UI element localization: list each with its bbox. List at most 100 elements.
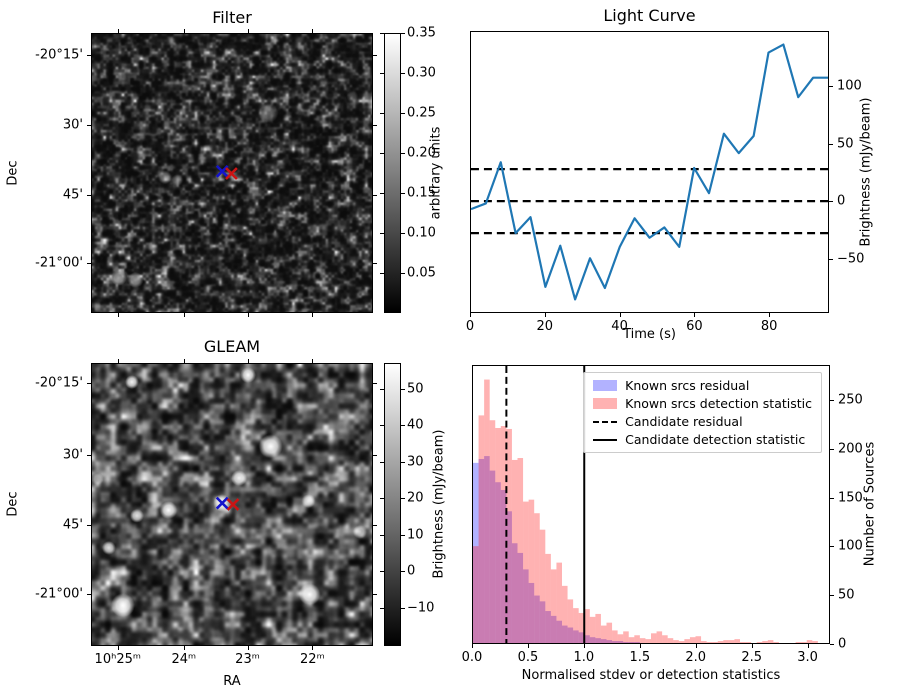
tick-mark bbox=[401, 388, 405, 390]
tick-label: 2.5 bbox=[741, 650, 763, 665]
filter-colorbar bbox=[384, 33, 401, 313]
legend-entry: Candidate residual bbox=[593, 414, 812, 429]
known-source-position-marker bbox=[225, 167, 238, 180]
legend-swatch-dashed bbox=[593, 420, 618, 423]
tick-mark bbox=[117, 313, 119, 317]
tick-label: 0 bbox=[837, 193, 846, 209]
tick-mark bbox=[619, 313, 621, 317]
gleam-axes bbox=[91, 363, 373, 646]
tick-mark bbox=[380, 498, 384, 500]
tick-mark bbox=[807, 644, 809, 648]
light-curve-ylabel: Brightness (mJy/beam) bbox=[858, 97, 874, 247]
tick-label: -20°15' bbox=[35, 47, 83, 63]
filter-colorbar-label: arbitrary units bbox=[428, 126, 444, 220]
tick-label: 30' bbox=[62, 117, 83, 133]
tick-mark bbox=[380, 33, 384, 34]
tick-mark bbox=[373, 262, 377, 264]
tick-label: 1.0 bbox=[573, 650, 595, 665]
candidate-position-marker bbox=[215, 164, 229, 178]
histogram-legend: Known srcs residual Known srcs detection … bbox=[583, 372, 822, 453]
tick-label: 80 bbox=[760, 319, 778, 334]
tick-label: 40 bbox=[611, 319, 628, 334]
tick-mark bbox=[830, 595, 834, 597]
tick-mark bbox=[583, 644, 585, 648]
tick-mark bbox=[639, 644, 641, 648]
tick-label: 20 bbox=[407, 490, 424, 506]
legend-label: Known srcs residual bbox=[625, 378, 750, 393]
tick-label: 100 bbox=[837, 78, 862, 94]
tick-mark bbox=[247, 359, 249, 363]
histogram-axes: Known srcs residual Known srcs detection … bbox=[472, 365, 830, 644]
histogram-xlabel: Normalised stdev or detection statistics bbox=[521, 668, 781, 683]
gleam-ylabel: Dec bbox=[5, 491, 21, 517]
tick-label: 0.15 bbox=[407, 185, 436, 201]
tick-label: -20°15' bbox=[35, 375, 83, 391]
tick-label: −10 bbox=[407, 600, 435, 616]
gleam-colorbar bbox=[384, 363, 401, 646]
tick-label: 40 bbox=[407, 417, 424, 433]
tick-mark bbox=[401, 425, 405, 427]
tick-label: 0.0 bbox=[461, 650, 483, 665]
tick-mark bbox=[829, 143, 833, 145]
gleam-colorbar-label: Brightness (mJy/beam) bbox=[431, 429, 447, 579]
tick-mark bbox=[830, 448, 834, 450]
tick-mark bbox=[380, 388, 384, 390]
tick-label: 50 bbox=[837, 136, 854, 152]
tick-mark bbox=[117, 29, 119, 33]
gleam-marker-layer bbox=[215, 496, 240, 511]
tick-mark bbox=[380, 571, 384, 573]
tick-mark bbox=[117, 646, 119, 650]
tick-mark bbox=[373, 55, 377, 57]
tick-mark bbox=[87, 55, 91, 57]
tick-mark bbox=[401, 153, 405, 154]
tick-mark bbox=[380, 113, 384, 114]
tick-mark bbox=[373, 383, 377, 385]
tick-label: 10 bbox=[407, 527, 424, 543]
light-curve-line bbox=[471, 43, 828, 301]
tick-mark bbox=[769, 313, 771, 317]
tick-mark bbox=[373, 125, 377, 127]
tick-mark bbox=[694, 313, 696, 317]
tick-label: 0.35 bbox=[407, 25, 436, 41]
tick-mark bbox=[527, 644, 529, 648]
tick-mark bbox=[373, 593, 377, 595]
legend-label: Known srcs detection statistic bbox=[625, 396, 812, 411]
tick-label: 0.20 bbox=[407, 145, 436, 161]
tick-mark bbox=[695, 644, 697, 648]
tick-mark bbox=[380, 273, 384, 274]
tick-label: 0 bbox=[838, 636, 847, 652]
tick-label: 250 bbox=[838, 392, 863, 408]
hist-series-1 bbox=[473, 379, 818, 643]
tick-label: 22ᵐ bbox=[300, 652, 325, 667]
tick-mark bbox=[380, 153, 384, 154]
legend-swatch-patch bbox=[593, 398, 618, 409]
filter-title: Filter bbox=[212, 8, 252, 27]
light-curve-axes bbox=[470, 31, 829, 313]
tick-mark bbox=[401, 571, 405, 573]
tick-mark bbox=[829, 258, 833, 260]
legend-entry: Known srcs residual bbox=[593, 378, 812, 393]
tick-mark bbox=[401, 607, 405, 609]
tick-label: −50 bbox=[837, 251, 865, 267]
tick-mark bbox=[401, 193, 405, 194]
tick-mark bbox=[830, 644, 834, 645]
gleam-title: GLEAM bbox=[203, 337, 261, 356]
tick-mark bbox=[830, 546, 834, 548]
tick-label: 0.5 bbox=[517, 650, 539, 665]
tick-mark bbox=[247, 29, 249, 33]
tick-mark bbox=[380, 193, 384, 194]
tick-mark bbox=[312, 359, 314, 363]
tick-label: 30' bbox=[62, 447, 83, 463]
tick-label: 1.5 bbox=[629, 650, 651, 665]
gleam-xlabel: RA bbox=[223, 674, 241, 689]
histogram-plot bbox=[473, 366, 818, 643]
tick-label: 23ᵐ bbox=[235, 652, 260, 667]
legend-entry: Candidate detection statistic bbox=[593, 432, 812, 447]
tick-mark bbox=[401, 461, 405, 463]
legend-label: Candidate residual bbox=[625, 414, 743, 429]
filter-axes bbox=[91, 33, 373, 313]
tick-mark bbox=[830, 400, 834, 402]
tick-mark bbox=[183, 359, 185, 363]
tick-label: 150 bbox=[838, 490, 863, 506]
